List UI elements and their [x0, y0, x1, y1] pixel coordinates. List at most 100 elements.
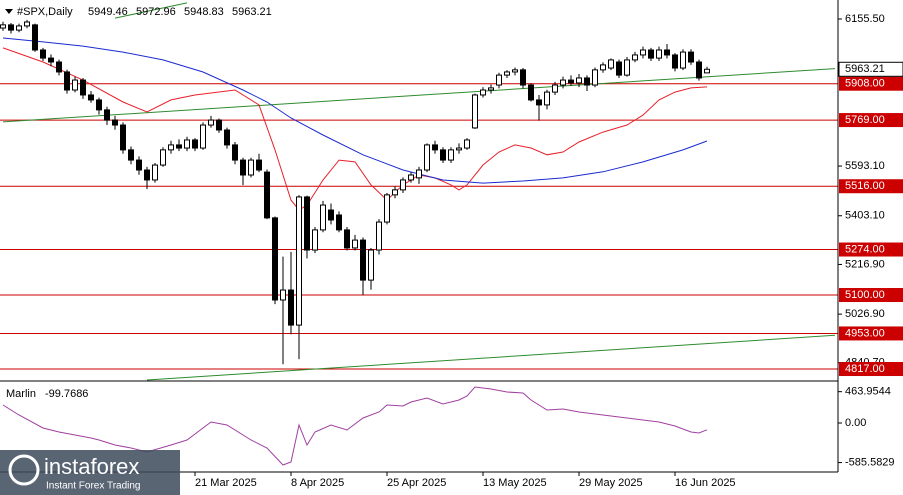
candle-body: [480, 89, 486, 96]
candle-body: [336, 214, 342, 231]
watermark-tagline: Instant Forex Trading: [46, 481, 141, 492]
candle-body: [160, 149, 166, 166]
indicator-tick-label: 0.00: [845, 417, 866, 429]
candle-body: [32, 24, 38, 51]
y-tick-label: 5403.10: [845, 210, 885, 222]
candle-body: [200, 124, 206, 149]
candle-body: [560, 79, 566, 86]
candle-body: [488, 87, 494, 91]
candle-body: [360, 239, 366, 281]
candle-body: [40, 49, 46, 59]
candle-body: [656, 49, 662, 59]
level-label-box: [839, 179, 903, 194]
level-label: 5274.00: [845, 243, 885, 255]
candle-body: [648, 49, 654, 59]
candle-body: [152, 164, 158, 181]
candle-body: [88, 94, 94, 101]
candle-body: [376, 221, 382, 251]
candle-body: [600, 64, 606, 71]
candle-body: [456, 147, 462, 151]
candle-body: [192, 139, 198, 149]
candle-body: [352, 239, 358, 249]
x-tick-label: 21 Mar 2025: [195, 477, 257, 489]
candle-body: [232, 144, 238, 161]
header-open: 5949.46: [88, 6, 128, 18]
candle-body: [344, 229, 350, 249]
candle-body: [440, 149, 446, 161]
candle-body: [208, 119, 214, 126]
candle-body: [432, 144, 438, 151]
candle-body: [288, 289, 294, 326]
candle-body: [0, 24, 6, 29]
candle-body: [272, 217, 278, 301]
level-label-box: [839, 113, 903, 128]
level-label-box: [839, 288, 903, 303]
candle-body: [368, 249, 374, 281]
level-label-box: [839, 326, 903, 341]
candle-body: [496, 74, 502, 86]
candle-body: [392, 189, 398, 196]
candle-body: [664, 49, 670, 56]
candle-body: [688, 51, 694, 63]
candle-body: [632, 54, 638, 61]
header-low: 5948.83: [184, 6, 224, 18]
candle-body: [416, 169, 422, 179]
candle-body: [320, 204, 326, 231]
watermark-brand: instaforex: [44, 454, 139, 479]
candle-body: [384, 194, 390, 223]
candle-body: [528, 84, 534, 101]
candle-body: [64, 71, 70, 91]
candle-body: [48, 57, 54, 63]
indicator-tick-label: -585.5829: [845, 456, 895, 468]
candle-body: [184, 139, 190, 149]
candle-body: [216, 119, 222, 131]
indicator-tick-label: 463.9544: [845, 386, 891, 398]
y-tick-label: 6155.50: [845, 13, 885, 25]
chart-title: #SPX,Daily: [17, 6, 73, 18]
candle-body: [128, 149, 134, 161]
level-label-box: [839, 76, 903, 91]
header-high: 5972.96: [136, 6, 176, 18]
candle-body: [168, 144, 174, 151]
candle-body: [536, 99, 542, 106]
candle-body: [248, 159, 254, 176]
candle-body: [264, 171, 270, 219]
candle-body: [608, 59, 614, 69]
candle-body: [544, 91, 550, 106]
indicator-line: [2, 386, 708, 466]
level-label: 5769.00: [845, 114, 885, 126]
candle-body: [256, 159, 262, 171]
y-tick-label: 5216.90: [845, 258, 885, 270]
candle-body: [448, 149, 454, 161]
header-close: 5963.21: [232, 6, 272, 18]
candle-body: [24, 21, 30, 27]
x-tick-label: 29 May 2025: [579, 477, 643, 489]
candle-body: [616, 61, 622, 76]
candle-body: [696, 61, 702, 79]
y-tick-label: 5593.10: [845, 160, 885, 172]
trendline: [146, 334, 836, 381]
title-marker: [5, 9, 13, 14]
x-tick-label: 8 Apr 2025: [291, 477, 344, 489]
candle-body: [584, 77, 590, 86]
candle-body: [16, 25, 22, 31]
candle-body: [280, 289, 286, 301]
trendline: [114, 2, 188, 19]
candle-body: [568, 79, 574, 84]
candle-body: [176, 144, 182, 149]
candle-body: [72, 79, 78, 91]
x-tick-label: 13 May 2025: [483, 477, 547, 489]
level-label: 4817.00: [845, 363, 885, 375]
candle-body: [304, 196, 310, 251]
level-label: 5100.00: [845, 289, 885, 301]
candle-body: [136, 159, 142, 171]
candle-body: [408, 174, 414, 181]
indicator-name: Marlin: [6, 388, 36, 400]
candle-body: [240, 159, 246, 176]
y-tick-label: 5026.90: [845, 308, 885, 320]
candle-body: [424, 144, 430, 171]
candle-body: [296, 196, 302, 326]
candle-body: [464, 139, 470, 149]
